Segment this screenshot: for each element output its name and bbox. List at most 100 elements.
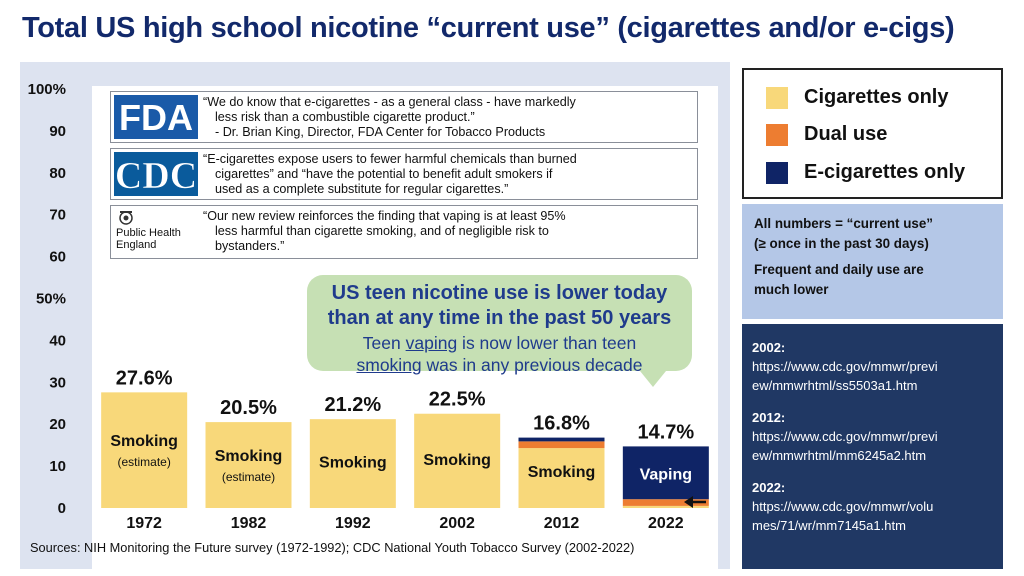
bar-inner-label: Smoking bbox=[423, 452, 491, 469]
y-tick-label: 100% bbox=[28, 81, 66, 98]
callout-underlined-word: vaping bbox=[405, 333, 458, 353]
quote-line: “Our new review reinforces the finding t… bbox=[203, 209, 566, 223]
phe-quote-box: Public Health England “Our new review re… bbox=[110, 205, 698, 259]
bar-segment-cigarettes-only bbox=[309, 419, 396, 508]
x-tick-label: 1982 bbox=[231, 515, 267, 532]
y-tick-label: 0 bbox=[58, 500, 66, 517]
bar-inner-sublabel: (estimate) bbox=[222, 470, 275, 484]
x-tick-label: 1992 bbox=[335, 515, 371, 532]
y-tick-label: 30 bbox=[49, 374, 66, 391]
bar-segment-cigarettes-only bbox=[622, 505, 709, 508]
link-url[interactable]: ew/mmwrhtml/mm6245a2.htm bbox=[752, 448, 927, 463]
public-health-england-logo: Public Health England bbox=[114, 209, 198, 255]
callout-underlined-word: smoking bbox=[356, 355, 422, 375]
bar-total-label: 20.5% bbox=[220, 397, 277, 419]
phe-logo-line2: England bbox=[116, 239, 157, 251]
note-line: All numbers = “current use” bbox=[754, 216, 933, 231]
bar-inner-label: Smoking bbox=[528, 464, 596, 481]
bar-segment-cigarettes-only bbox=[101, 392, 188, 508]
crest-icon bbox=[119, 211, 133, 225]
cdc-quote-box: CDC “E-cigarettes expose users to fewer … bbox=[110, 148, 698, 200]
callout-headline-line: than at any time in the past 50 years bbox=[327, 307, 672, 329]
bar-inner-label: Smoking bbox=[215, 448, 283, 465]
legend: Cigarettes only Dual use E-cigarettes on… bbox=[742, 68, 1003, 199]
y-tick-label: 50% bbox=[36, 291, 66, 308]
fda-logo-text: FDA bbox=[119, 97, 193, 138]
note-line: (≥ once in the past 30 days) bbox=[754, 236, 929, 251]
y-tick-label: 20 bbox=[49, 416, 66, 433]
page-title: Total US high school nicotine “current u… bbox=[22, 12, 955, 44]
quote-line: less risk than a combustible cigarette p… bbox=[215, 110, 475, 124]
x-tick-label: 2022 bbox=[648, 515, 684, 532]
quote-line: less harmful than cigarette smoking, and… bbox=[215, 224, 549, 238]
bar-segment-dual-use bbox=[518, 441, 605, 449]
cdc-quote-text: “E-cigarettes expose users to fewer harm… bbox=[203, 152, 693, 197]
quote-line: “We do know that e-cigarettes - as a gen… bbox=[203, 95, 576, 109]
definition-note: All numbers = “current use” (≥ once in t… bbox=[742, 204, 1003, 319]
x-tick-label: 2002 bbox=[439, 515, 475, 532]
bar-segment-e-cigarettes-only bbox=[518, 437, 605, 442]
bar-total-label: 27.6% bbox=[116, 367, 173, 389]
source-note: Sources: NIH Monitoring the Future surve… bbox=[30, 540, 635, 555]
y-tick-label: 40 bbox=[49, 332, 66, 349]
bar-total-label: 16.8% bbox=[533, 413, 590, 435]
fda-quote-box: FDA “We do know that e-cigarettes - as a… bbox=[110, 91, 698, 143]
cdc-logo: CDC bbox=[114, 152, 198, 201]
bar-segment-dual-use bbox=[622, 499, 709, 506]
callout-subtext: Teen vaping is now lower than teen smoki… bbox=[307, 332, 692, 376]
chart-panel: 0 10 20 30 40 50% 60 70 80 90 100% 27.6% Smoking (est… bbox=[20, 62, 730, 571]
link-url[interactable]: mes/71/wr/mm7145a1.htm bbox=[752, 518, 906, 533]
legend-label: Cigarettes only bbox=[804, 86, 949, 108]
link-url[interactable]: https://www.cdc.gov/mmwr/previ bbox=[752, 429, 938, 444]
quote-line: bystanders.” bbox=[215, 239, 285, 253]
bar-segment-cigarettes-only bbox=[518, 448, 605, 508]
callout-pointer-icon bbox=[640, 371, 666, 387]
y-tick-label: 90 bbox=[49, 123, 66, 140]
link-url[interactable]: ew/mmwrhtml/ss5503a1.htm bbox=[752, 378, 918, 393]
link-group-2012: 2012: https://www.cdc.gov/mmwr/previ ew/… bbox=[752, 408, 993, 465]
y-tick-label: 70 bbox=[49, 207, 66, 224]
quote-line: used as a complete substitute for regula… bbox=[215, 182, 509, 196]
link-year: 2012: bbox=[752, 410, 786, 425]
link-group-2002: 2002: https://www.cdc.gov/mmwr/previ ew/… bbox=[752, 338, 993, 395]
link-url[interactable]: https://www.cdc.gov/mmwr/previ bbox=[752, 359, 938, 374]
x-tick-label: 1972 bbox=[126, 515, 162, 532]
link-group-2022: 2022: https://www.cdc.gov/mmwr/volu mes/… bbox=[752, 478, 993, 535]
note-line: much lower bbox=[754, 282, 829, 297]
bar-inner-label: Smoking bbox=[319, 455, 387, 472]
bar-total-label: 22.5% bbox=[429, 389, 486, 411]
legend-label: Dual use bbox=[804, 123, 888, 145]
phe-logo-line1: Public Health bbox=[116, 227, 181, 239]
callout-text: is now lower than teen bbox=[457, 333, 637, 353]
legend-item-dual-use: Dual use bbox=[766, 123, 887, 146]
legend-item-ecig: E-cigarettes only bbox=[766, 161, 965, 184]
callout-text: Teen bbox=[362, 333, 406, 353]
legend-item-cigarettes: Cigarettes only bbox=[766, 86, 948, 109]
y-tick-label: 80 bbox=[49, 165, 66, 182]
y-tick-label: 10 bbox=[49, 458, 66, 475]
link-url[interactable]: https://www.cdc.gov/mmwr/volu bbox=[752, 499, 934, 514]
y-tick-label: 60 bbox=[49, 249, 66, 266]
fda-logo: FDA bbox=[114, 95, 198, 144]
bar-segment-cigarettes-only bbox=[205, 422, 292, 508]
bar-total-label: 14.7% bbox=[637, 421, 694, 443]
fda-quote-text: “We do know that e-cigarettes - as a gen… bbox=[203, 95, 693, 140]
bar-segment-e-cigarettes-only bbox=[622, 446, 709, 500]
bar-segment-cigarettes-only bbox=[414, 413, 501, 508]
bar-inner-sublabel: (estimate) bbox=[117, 455, 170, 469]
quote-line: - Dr. Brian King, Director, FDA Center f… bbox=[215, 125, 546, 139]
quote-line: “E-cigarettes expose users to fewer harm… bbox=[203, 152, 577, 166]
callout-bubble: US teen nicotine use is lower today than… bbox=[307, 275, 692, 375]
callout-headline-line: US teen nicotine use is lower today bbox=[331, 282, 668, 304]
bar-inner-label: Smoking bbox=[110, 433, 178, 450]
left-arrow-icon bbox=[684, 496, 693, 508]
legend-label: E-cigarettes only bbox=[804, 161, 966, 183]
link-year: 2022: bbox=[752, 480, 786, 495]
link-year: 2002: bbox=[752, 340, 786, 355]
bar-chart: 0 10 20 30 40 50% 60 70 80 90 100% 27.6% Smoking (est… bbox=[28, 81, 709, 532]
source-links: 2002: https://www.cdc.gov/mmwr/previ ew/… bbox=[742, 324, 1003, 569]
phe-quote-text: “Our new review reinforces the finding t… bbox=[203, 209, 693, 254]
bar-inner-label: Vaping bbox=[640, 466, 692, 483]
x-tick-label: 2012 bbox=[544, 515, 580, 532]
callout-headline: US teen nicotine use is lower today than… bbox=[307, 281, 692, 331]
